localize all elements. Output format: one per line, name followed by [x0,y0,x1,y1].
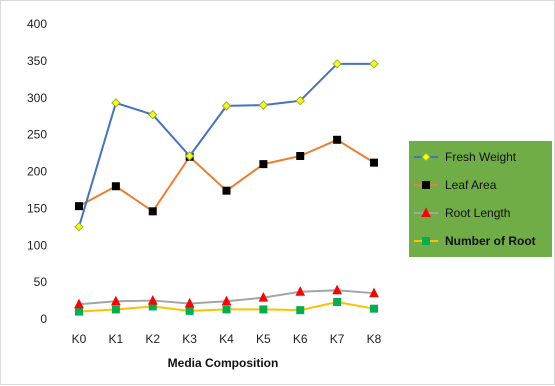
y-tick-label: 150 [27,201,47,215]
x-tick-label: K8 [367,332,382,346]
data-point-marker [370,304,378,313]
data-point-marker [111,98,121,108]
series-layer [74,59,379,316]
x-tick-label: K6 [293,332,308,346]
y-tick-label: 350 [27,54,47,68]
x-axis: K0 K1 K2 K3 K4 K5 K6 K7 K8 [72,332,382,346]
x-tick-label: K7 [330,332,345,346]
data-point-marker [369,287,379,298]
data-point-marker [295,286,306,296]
legend-marker [421,152,431,162]
series-fresh-weight [74,59,379,232]
data-point-marker [259,160,268,169]
data-point-marker [74,222,84,232]
x-tick-label: K2 [145,332,160,346]
series-line [78,138,375,213]
y-tick-label: 50 [34,275,48,289]
legend-marker [421,207,431,217]
y-tick-label: 200 [27,165,47,179]
x-axis-title: Media Composition [168,356,279,370]
data-point-marker [259,305,268,314]
data-point-marker [221,101,232,111]
data-point-marker [221,295,232,306]
data-point-marker [333,298,342,307]
data-point-marker [147,294,158,305]
data-point-marker [222,186,231,195]
data-point-marker [111,295,121,306]
data-point-marker [75,307,83,316]
x-tick-label: K3 [182,332,197,346]
data-point-marker [332,284,342,295]
data-point-marker [332,59,342,69]
legend: Fresh Weight Leaf Area Root Length Number o… [409,141,552,257]
data-point-marker [296,306,305,315]
y-tick-label: 0 [40,312,47,326]
legend-label: Root Length [445,206,510,220]
data-point-marker [296,152,305,161]
data-point-marker [184,151,195,161]
y-tick-label: 100 [27,238,47,252]
y-tick-label: 400 [27,17,47,31]
data-point-marker [333,135,342,144]
data-point-marker [369,59,379,69]
legend-label: Leaf Area [445,178,497,192]
y-axis: 0 50 100 150 200 250 300 350 400 [27,17,47,326]
data-point-marker [148,207,157,216]
y-tick-label: 300 [27,91,47,105]
series-root-length [74,284,379,309]
x-tick-label: K0 [72,332,87,346]
legend-marker [422,181,430,189]
legend-label: Number of Root [445,234,536,248]
series-line [78,62,375,228]
legend-label: Fresh Weight [445,150,517,164]
data-point-marker [370,158,378,167]
series-leaf-area [75,135,378,216]
legend-marker [422,237,430,245]
data-point-marker [258,100,269,110]
x-tick-label: K5 [256,332,271,346]
data-point-marker [258,291,269,302]
series-number-of-root [75,298,378,316]
data-point-marker [222,305,231,314]
data-point-marker [148,110,158,120]
data-point-marker [184,297,195,308]
data-point-marker [295,95,305,106]
data-point-marker [74,298,84,309]
data-point-marker [75,202,83,211]
x-tick-label: K4 [219,332,234,346]
y-tick-label: 250 [27,128,47,142]
legend-box [409,141,552,257]
data-point-marker [111,305,120,314]
x-tick-label: K1 [109,332,124,346]
data-point-marker [185,306,194,315]
data-point-marker [111,182,120,191]
